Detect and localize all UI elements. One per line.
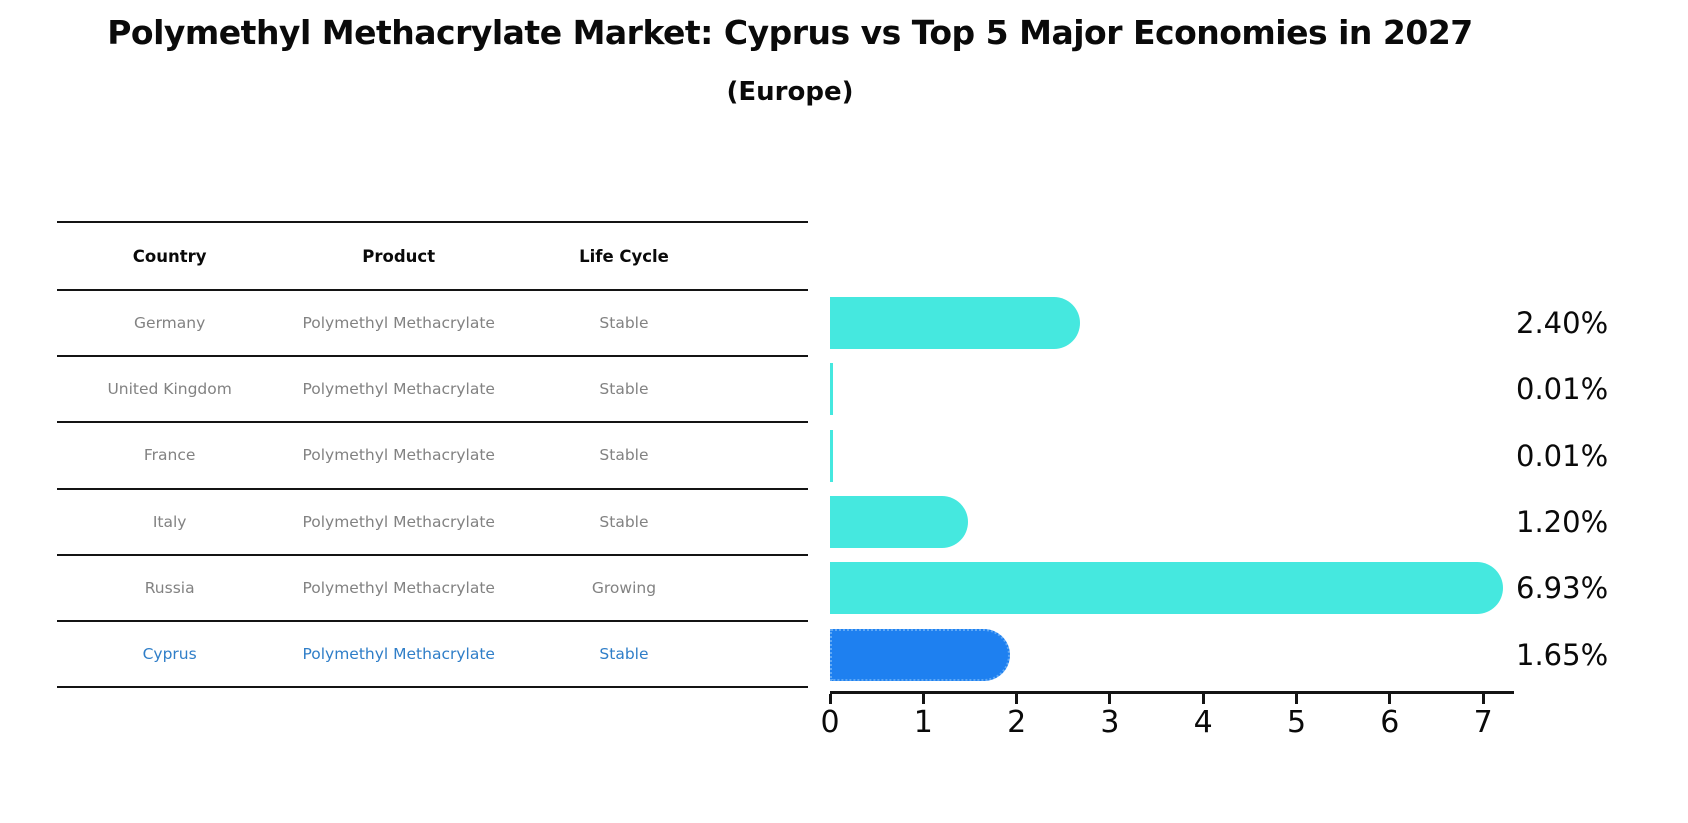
bar-value-label: 1.20% [1516, 505, 1609, 539]
x-axis-tick-label: 7 [1473, 705, 1493, 740]
bar-value-label: 2.40% [1516, 306, 1609, 340]
cell-country: Russia [144, 578, 195, 597]
bar [830, 562, 1503, 615]
table-header-row: Country Product Life Cycle [57, 223, 808, 291]
header-product: Product [362, 246, 436, 266]
cell-life-cycle: Stable [599, 644, 649, 663]
chart-subtitle: (Europe) [726, 77, 854, 107]
bar-value-label: 6.93% [1516, 571, 1609, 606]
cell-product: Polymethyl Methacrylate [302, 380, 495, 399]
bar-value-label: 1.65% [1516, 637, 1609, 672]
x-axis-tick-label: 5 [1286, 705, 1307, 740]
cell-country: Germany [134, 314, 206, 333]
x-axis-tick-mark [1201, 694, 1205, 704]
bar-plot-area [830, 290, 1513, 688]
header-country: Country [132, 246, 207, 266]
x-axis-tick-mark [828, 694, 832, 704]
x-axis-tick-mark [921, 694, 925, 704]
cell-product: Polymethyl Methacrylate [302, 644, 495, 663]
bar-highlighted [830, 628, 1010, 681]
bar [830, 496, 968, 548]
cell-country: France [143, 446, 196, 465]
cell-life-cycle: Stable [599, 512, 649, 531]
x-axis-tick-mark [1481, 694, 1485, 704]
country-table: Country Product Life Cycle Germany Polym… [57, 221, 808, 689]
x-axis-tick-mark [1388, 694, 1392, 704]
x-axis-tick-label: 0 [820, 705, 840, 740]
table-row: Russia Polymethyl Methacrylate Growing [57, 556, 808, 622]
table-row: France Polymethyl Methacrylate Stable [57, 423, 808, 490]
x-axis-tick-label: 4 [1193, 705, 1213, 740]
cell-country: United Kingdom [107, 380, 232, 399]
cell-life-cycle: Stable [599, 314, 649, 333]
x-axis-tick-label: 6 [1380, 705, 1400, 740]
x-axis-tick-label: 3 [1100, 705, 1120, 740]
table-row-highlighted: Cyprus Polymethyl Methacrylate Stable [57, 622, 808, 689]
cell-life-cycle: Stable [599, 380, 649, 399]
x-axis-tick-label: 2 [1007, 705, 1027, 740]
table-row: United Kingdom Polymethyl Methacrylate S… [57, 357, 808, 424]
cell-product: Polymethyl Methacrylate [302, 314, 495, 333]
x-axis-tick-mark [1015, 694, 1019, 704]
header-life-cycle: Life Cycle [579, 246, 669, 266]
x-axis [830, 691, 1514, 694]
bar-value-label: 0.01% [1516, 438, 1609, 473]
x-axis-tick-mark [1295, 694, 1299, 704]
bar [830, 429, 833, 482]
bar [830, 363, 833, 416]
x-axis-tick-label: 1 [913, 705, 933, 740]
cell-product: Polymethyl Methacrylate [302, 578, 495, 597]
cell-product: Polymethyl Methacrylate [302, 446, 495, 465]
table-row: Germany Polymethyl Methacrylate Stable [57, 291, 808, 358]
cell-life-cycle: Stable [599, 446, 649, 465]
table-row: Italy Polymethyl Methacrylate Stable [57, 490, 808, 556]
chart-title: Polymethyl Methacrylate Market: Cyprus v… [107, 13, 1473, 52]
bar [830, 297, 1080, 349]
cell-life-cycle: Growing [591, 578, 657, 597]
x-axis-tick-mark [1108, 694, 1112, 704]
cell-country: Italy [152, 512, 187, 531]
cell-country: Cyprus [142, 644, 197, 663]
bar-value-label: 0.01% [1516, 372, 1609, 407]
cell-product: Polymethyl Methacrylate [302, 512, 495, 531]
